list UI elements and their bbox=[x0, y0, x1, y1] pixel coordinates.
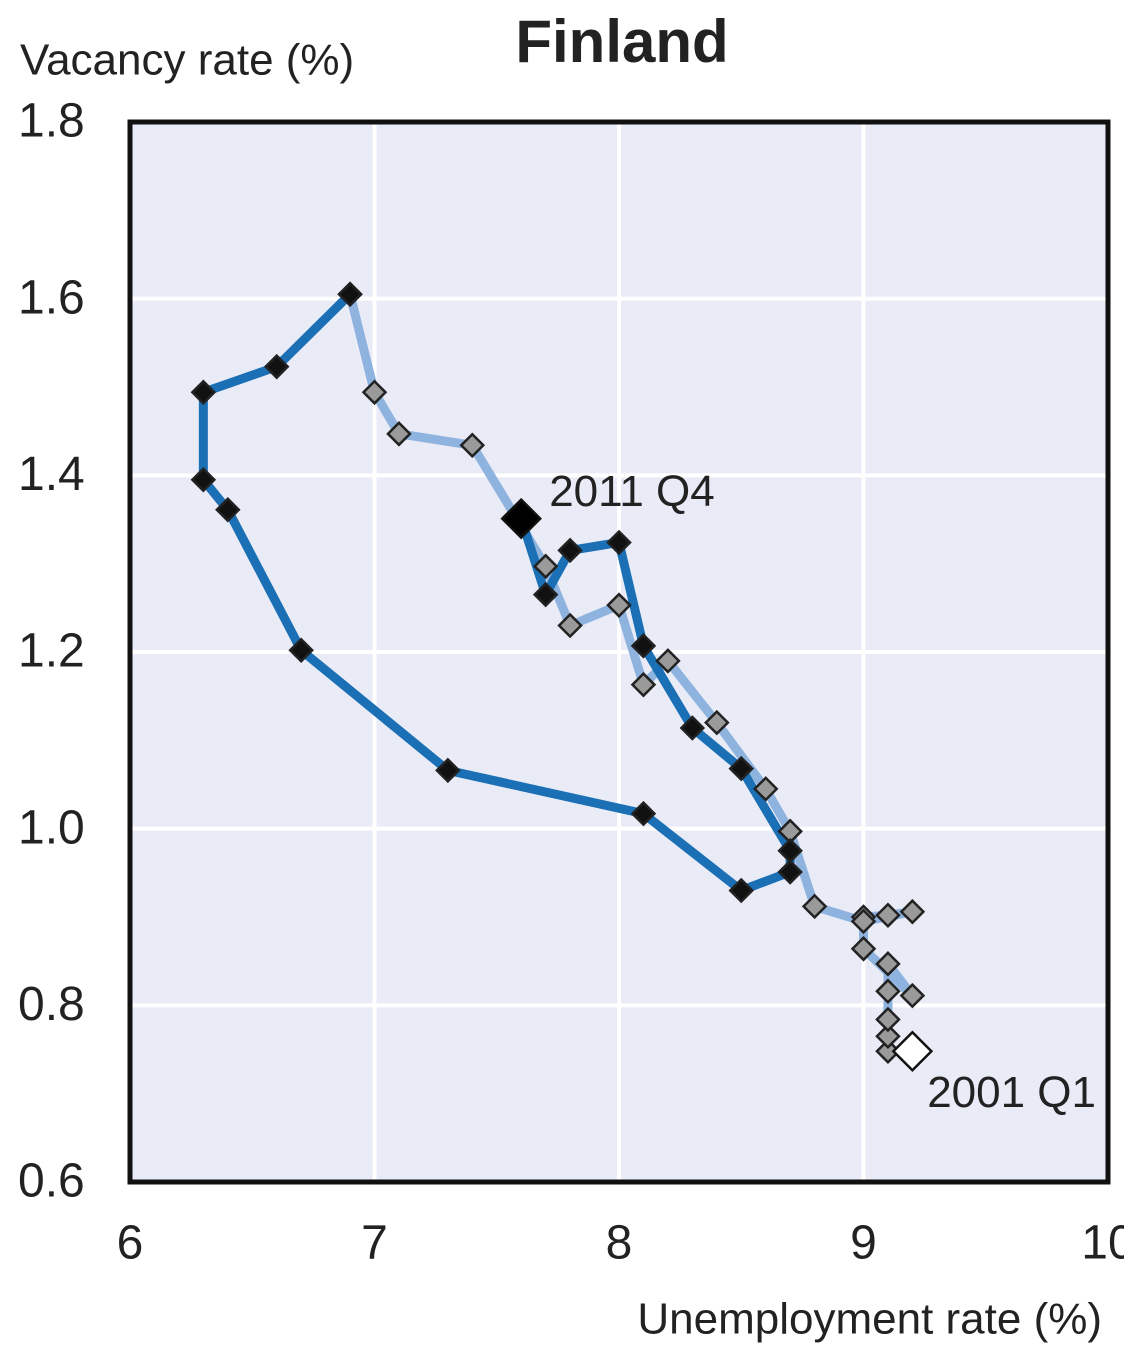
point-marker bbox=[288, 637, 314, 664]
y-axis-label: Vacancy rate (%) bbox=[20, 36, 354, 85]
plot-frame bbox=[127, 119, 1111, 1185]
point-marker bbox=[777, 859, 803, 885]
point-marker bbox=[704, 709, 730, 736]
highlight-marker bbox=[500, 497, 542, 540]
point-marker bbox=[655, 648, 681, 674]
y-tick-label: 1.8 bbox=[18, 95, 85, 148]
point-marker bbox=[850, 936, 877, 962]
x-tick-label: 8 bbox=[606, 1217, 633, 1270]
point-marker bbox=[215, 497, 241, 523]
point-marker bbox=[850, 908, 877, 935]
point-marker bbox=[190, 466, 217, 493]
point-marker bbox=[875, 1038, 901, 1065]
x-tick-label: 7 bbox=[361, 1217, 388, 1270]
point-marker bbox=[875, 1006, 901, 1033]
point-marker bbox=[263, 353, 290, 380]
point-marker bbox=[361, 379, 388, 406]
point-marker bbox=[875, 951, 901, 977]
point-marker bbox=[337, 281, 363, 308]
point-marker bbox=[606, 529, 632, 556]
highlight-marker bbox=[891, 1030, 934, 1073]
point-marker bbox=[630, 671, 657, 698]
point-marker bbox=[875, 1023, 901, 1050]
point-marker bbox=[801, 893, 828, 920]
point-marker bbox=[875, 902, 901, 929]
y-tick-label: 1.2 bbox=[18, 625, 85, 678]
x-tick-label: 10 bbox=[1081, 1217, 1124, 1270]
y-tick-label: 0.6 bbox=[18, 1155, 85, 1208]
point-marker bbox=[875, 978, 901, 1004]
y-tick-label: 1.4 bbox=[18, 448, 85, 501]
point-marker bbox=[557, 612, 583, 639]
point-marker bbox=[679, 715, 706, 741]
annotation: 2011 Q4 bbox=[549, 467, 715, 516]
point-marker bbox=[899, 982, 926, 1009]
point-marker bbox=[459, 432, 486, 459]
y-tick-label: 0.8 bbox=[18, 978, 85, 1031]
y-tick-label: 1.6 bbox=[18, 271, 85, 324]
x-axis-label: Unemployment rate (%) bbox=[637, 1295, 1102, 1344]
point-marker bbox=[630, 633, 657, 659]
point-marker bbox=[435, 757, 461, 784]
point-marker bbox=[532, 581, 559, 608]
y-tick-label: 1.0 bbox=[18, 801, 85, 854]
annotation: 2001 Q1 bbox=[927, 1068, 1096, 1117]
point-marker bbox=[728, 877, 755, 904]
point-marker bbox=[630, 800, 657, 827]
chart-title: Finland bbox=[515, 8, 728, 75]
point-marker bbox=[752, 776, 779, 802]
point-marker bbox=[899, 898, 926, 925]
point-marker bbox=[532, 553, 559, 580]
point-marker bbox=[728, 755, 755, 782]
point-marker bbox=[557, 537, 583, 564]
x-tick-label: 6 bbox=[117, 1217, 144, 1270]
point-marker bbox=[606, 592, 632, 618]
point-marker bbox=[386, 421, 412, 447]
point-marker bbox=[190, 379, 217, 406]
x-tick-label: 9 bbox=[850, 1217, 877, 1270]
point-marker bbox=[777, 837, 803, 864]
